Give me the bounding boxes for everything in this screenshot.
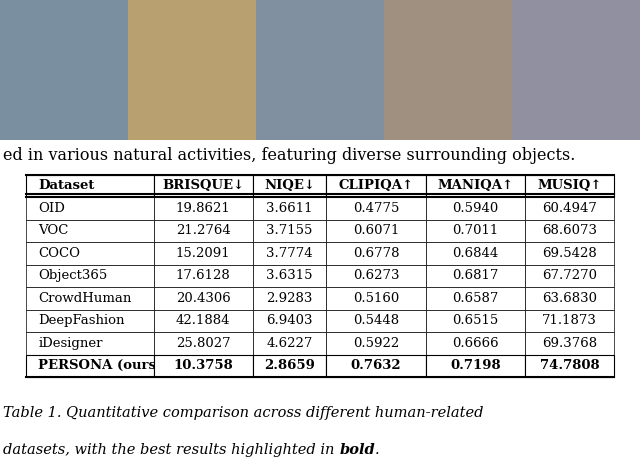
Text: datasets, with the best results highlighted in: datasets, with the best results highligh…: [3, 443, 339, 457]
Bar: [384, 0, 512, 140]
Bar: [128, 0, 256, 140]
Text: Table 1. Quantitative comparison across different human-related: Table 1. Quantitative comparison across …: [3, 406, 484, 419]
Text: ed in various natural activities, featuring diverse surrounding objects.: ed in various natural activities, featur…: [3, 146, 575, 164]
Text: .: .: [375, 443, 380, 457]
Text: bold: bold: [339, 443, 375, 457]
Bar: [256, 0, 384, 140]
Bar: [0, 0, 128, 140]
Bar: [512, 0, 640, 140]
